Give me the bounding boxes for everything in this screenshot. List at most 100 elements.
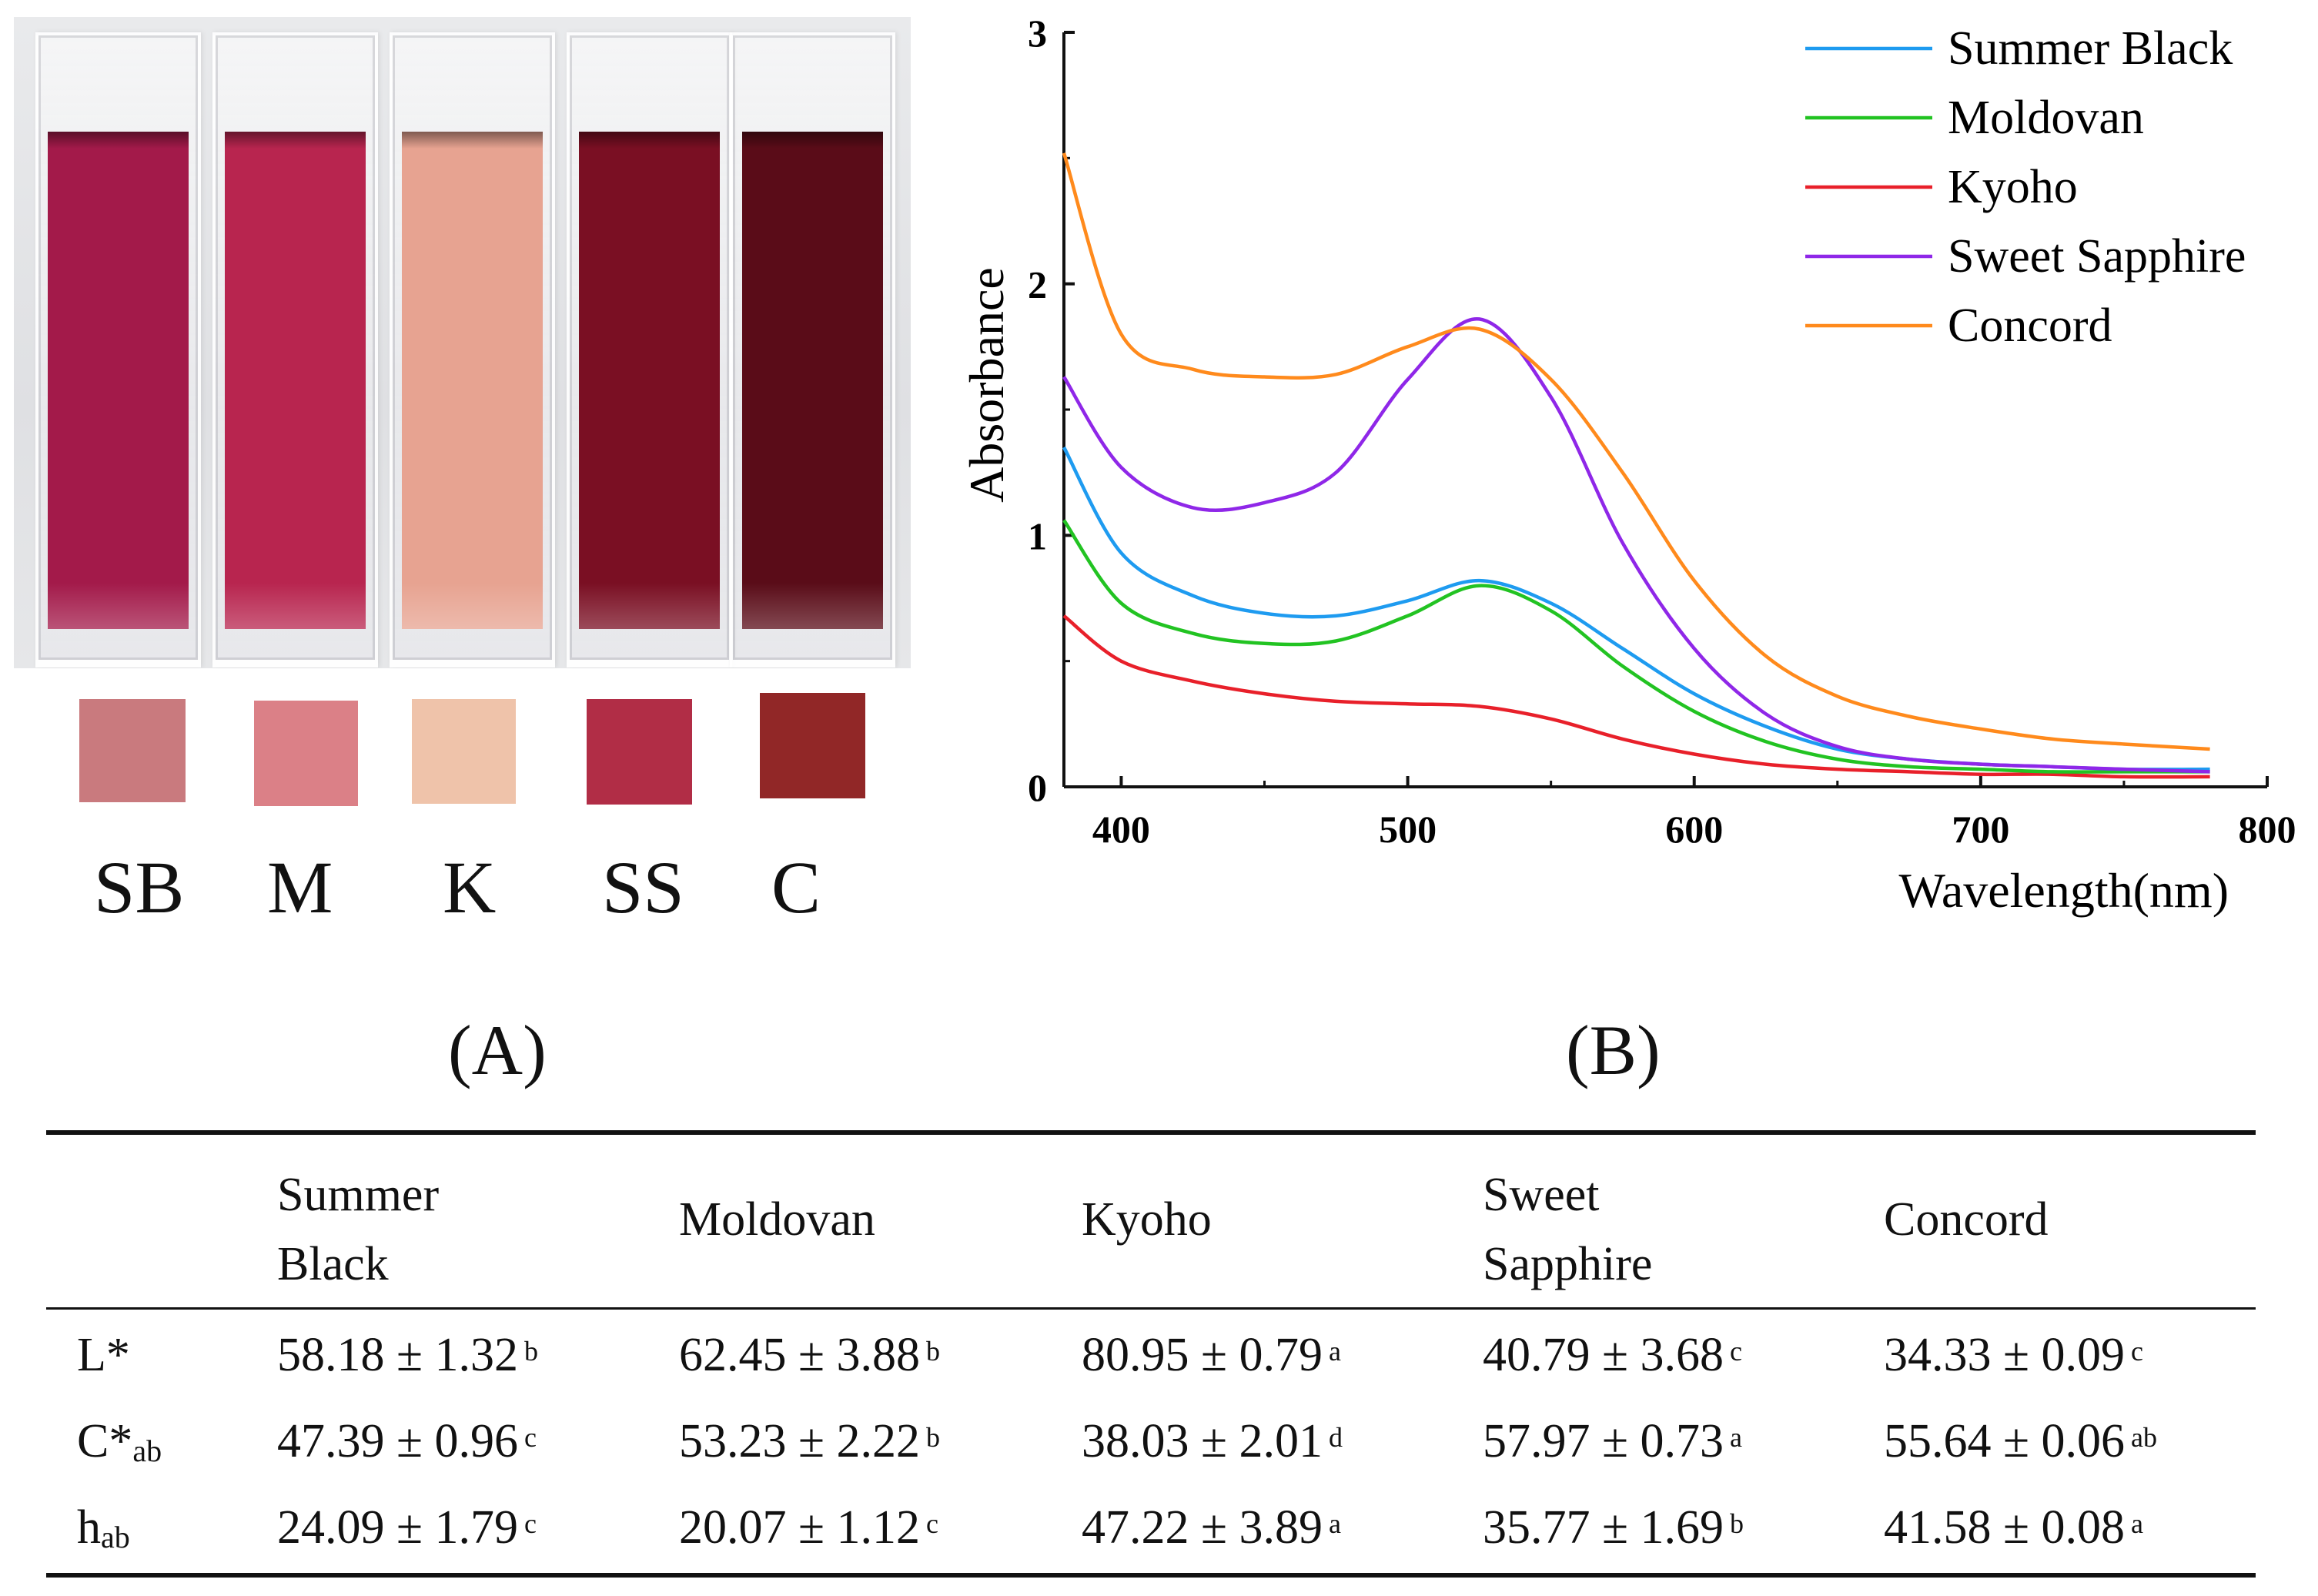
cell-value: 57.97 ± 0.73 (1483, 1415, 1724, 1467)
row-label-c-sub: ab (132, 1434, 162, 1468)
cell-value: 34.33 ± 0.09 (1884, 1329, 2126, 1381)
table-top-rule (46, 1130, 2256, 1135)
y-tick-label: 0 (1028, 766, 1047, 809)
cell-value: 53.23 ± 2.22 (679, 1415, 921, 1467)
cell-value: 41.58 ± 0.08 (1884, 1501, 2126, 1554)
cell-significance-letter: b (524, 1336, 539, 1367)
y-tick-label: 3 (1028, 12, 1047, 55)
cuvette-photo (14, 17, 911, 668)
x-tick-label: 500 (1379, 808, 1437, 851)
swatch-m (254, 701, 358, 806)
liquid-k (402, 132, 543, 629)
abbr-m: M (267, 846, 333, 928)
liquid-c (742, 132, 883, 629)
legend-label: Sweet Sapphire (1948, 230, 2246, 283)
cell-value: 47.22 ± 3.89 (1082, 1501, 1323, 1554)
table-cell: 62.45 ± 3.88 b (679, 1329, 940, 1381)
series-line-concord (1062, 152, 2210, 751)
table-cell: 34.33 ± 0.09 c (1884, 1329, 2143, 1381)
table-cell: 38.03 ± 2.01 d (1082, 1415, 1343, 1467)
cell-significance-letter: c (2131, 1336, 2144, 1367)
cuvette-sb (35, 32, 201, 668)
cell-significance-letter: d (1329, 1422, 1343, 1454)
x-tick-label: 400 (1092, 808, 1150, 851)
y-tick-label: 1 (1028, 514, 1047, 557)
liquid-sb (48, 132, 189, 629)
liquid-ss (579, 132, 720, 629)
cell-value: 58.18 ± 1.32 (277, 1329, 519, 1381)
row-label-h-text: h (77, 1501, 101, 1554)
table-cell: 20.07 ± 1.12 c (679, 1501, 938, 1554)
panel-a-label: (A) (448, 1011, 547, 1089)
cell-significance-letter: a (1329, 1336, 1342, 1367)
legend-label: Moldovan (1948, 92, 2144, 144)
legend-label: Summer Black (1948, 22, 2233, 75)
abbr-c: C (771, 846, 821, 928)
table-cell: 53.23 ± 2.22 b (679, 1415, 940, 1467)
table-cell: 41.58 ± 0.08 a (1884, 1501, 2143, 1554)
row-label-h: hab (77, 1501, 130, 1554)
cuvette-k (390, 32, 555, 668)
x-tick-label: 600 (1665, 808, 1723, 851)
table-cell: 58.18 ± 1.32 b (277, 1329, 538, 1381)
absorbance-chart: 0 1 2 3 400 500 600 700 800 Wavelength(nm) Abso… (959, 12, 2296, 918)
cell-significance-letter: c (524, 1422, 537, 1454)
cell-significance-letter: c (926, 1508, 939, 1540)
series-line-kyoho (1062, 614, 2210, 779)
cell-value: 47.39 ± 0.96 (277, 1415, 519, 1467)
row-label-h-sub: ab (101, 1520, 130, 1554)
cell-value: 24.09 ± 1.79 (277, 1501, 519, 1554)
cell-significance-letter: a (1730, 1422, 1743, 1454)
legend-label: Kyoho (1948, 161, 2078, 213)
abbr-sb: SB (94, 846, 185, 928)
table-header-rule (46, 1307, 2256, 1310)
row-label-l: L* (77, 1329, 130, 1381)
table-cell: 55.64 ± 0.06 ab (1884, 1415, 2157, 1467)
y-axis-label: Absorbance (959, 267, 1014, 503)
x-tick-label: 700 (1952, 808, 2009, 851)
cell-significance-letter: a (2131, 1508, 2144, 1540)
swatch-k (412, 699, 516, 804)
cell-significance-letter: ab (2131, 1422, 2158, 1454)
table-cell: 24.09 ± 1.79 c (277, 1501, 537, 1554)
cell-value: 38.03 ± 2.01 (1082, 1415, 1323, 1467)
row-label-l-text: L* (77, 1329, 130, 1381)
table-cell: 35.77 ± 1.69 b (1483, 1501, 1744, 1554)
cell-significance-letter: b (926, 1336, 941, 1367)
abbr-k: K (443, 846, 497, 928)
table-cell: 47.39 ± 0.96 c (277, 1415, 537, 1467)
header-sweet-sapphire: Sweet Sapphire (1483, 1169, 1653, 1290)
header-concord: Concord (1884, 1193, 2049, 1246)
cell-significance-letter: c (524, 1508, 537, 1540)
table-bottom-rule (46, 1573, 2256, 1578)
x-tick-label: 800 (2239, 808, 2296, 851)
cell-significance-letter: b (1730, 1508, 1744, 1540)
header-summer-black: Summer Black (277, 1169, 440, 1290)
cell-value: 55.64 ± 0.06 (1884, 1415, 2126, 1467)
abbr-ss: SS (602, 846, 684, 928)
cell-significance-letter: b (926, 1422, 941, 1454)
cell-value: 40.79 ± 3.68 (1483, 1329, 1724, 1381)
cuvette-c (730, 32, 895, 668)
swatch-ss (587, 699, 692, 805)
legend-label: Concord (1948, 299, 2112, 352)
table-cell: 47.22 ± 3.89 a (1082, 1501, 1341, 1554)
cell-value: 80.95 ± 0.79 (1082, 1329, 1323, 1381)
row-label-c: C*ab (77, 1415, 162, 1468)
table-cell: 80.95 ± 0.79 a (1082, 1329, 1341, 1381)
legend: Summer Black Moldovan Kyoho Sweet Sapphire C… (1805, 22, 2246, 352)
cell-value: 35.77 ± 1.69 (1483, 1501, 1724, 1554)
y-tick-label: 2 (1028, 263, 1047, 306)
liquid-m (225, 132, 366, 629)
cell-significance-letter: a (1329, 1508, 1342, 1540)
cell-significance-letter: c (1730, 1336, 1743, 1367)
table-cell: 40.79 ± 3.68 c (1483, 1329, 1742, 1381)
row-label-c-text: C* (77, 1415, 133, 1467)
cell-value: 62.45 ± 3.88 (679, 1329, 921, 1381)
x-axis-label: Wavelength(nm) (1899, 863, 2229, 918)
cuvette-m (212, 32, 378, 668)
table-cell: 57.97 ± 0.73 a (1483, 1415, 1742, 1467)
series-line-sweet-sapphire (1062, 317, 2210, 774)
swatch-c (760, 693, 865, 798)
header-moldovan: Moldovan (679, 1193, 875, 1246)
